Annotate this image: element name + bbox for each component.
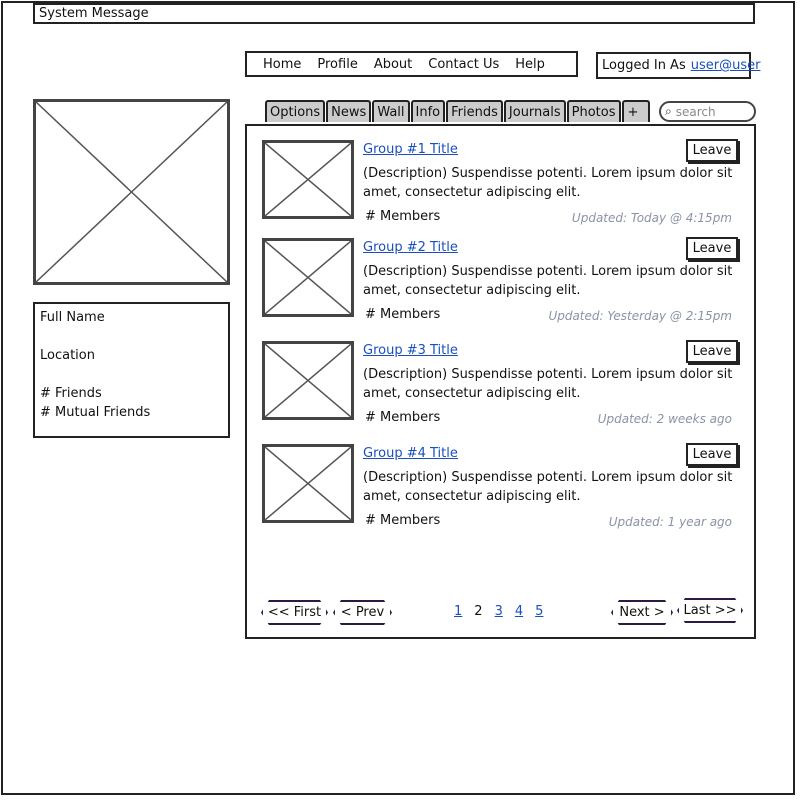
group-item: Group #4 Title (Description) Suspendisse… bbox=[247, 430, 754, 530]
nav-home[interactable]: Home bbox=[263, 56, 302, 72]
tab-info[interactable]: Info bbox=[410, 100, 446, 122]
tab-friends[interactable]: Friends bbox=[446, 100, 503, 122]
group-members-count: # Members bbox=[365, 209, 441, 224]
last-page-button[interactable]: Last >> bbox=[677, 598, 743, 623]
group-item: Group #1 Title (Description) Suspendisse… bbox=[247, 126, 754, 226]
page-link-3[interactable]: 3 bbox=[494, 604, 503, 619]
group-description: (Description) Suspendisse potenti. Lorem… bbox=[363, 367, 733, 401]
groups-panel: Group #1 Title (Description) Suspendisse… bbox=[245, 124, 756, 639]
group-updated: Updated: Yesterday @ 2:15pm bbox=[548, 309, 732, 323]
group-image-placeholder bbox=[262, 238, 354, 317]
profile-friends-count: # Friends bbox=[40, 386, 102, 401]
group-item: Group #2 Title (Description) Suspendisse… bbox=[247, 224, 754, 324]
page-numbers: 1 2 3 4 5 bbox=[454, 604, 555, 619]
tab-add[interactable]: + bbox=[621, 100, 651, 122]
placeholder-x-icon bbox=[265, 143, 351, 216]
placeholder-x-icon bbox=[265, 241, 351, 314]
tab-news[interactable]: News bbox=[326, 100, 372, 122]
page-link-5[interactable]: 5 bbox=[535, 604, 544, 619]
nav-contact-us[interactable]: Contact Us bbox=[428, 56, 500, 72]
prev-page-button[interactable]: < Prev bbox=[333, 600, 392, 625]
tab-options[interactable]: Options bbox=[265, 100, 326, 122]
leave-group-button[interactable]: Leave bbox=[686, 139, 738, 162]
page-current-2: 2 bbox=[474, 604, 483, 619]
system-message: System Message bbox=[33, 3, 755, 24]
group-title-link[interactable]: Group #2 Title bbox=[363, 240, 458, 255]
next-page-button[interactable]: Next > bbox=[611, 600, 673, 625]
profile-tabs: Options News Wall Info Friends Journals … bbox=[265, 100, 651, 124]
nav-help[interactable]: Help bbox=[515, 56, 545, 72]
login-label: Logged In As bbox=[602, 58, 686, 73]
first-page-button[interactable]: << First bbox=[261, 600, 328, 625]
profile-info-box: Full Name Location # Friends # Mutual Fr… bbox=[33, 302, 230, 438]
profile-full-name: Full Name bbox=[40, 310, 105, 325]
login-user-link[interactable]: user@user bbox=[690, 58, 761, 73]
group-title-link[interactable]: Group #4 Title bbox=[363, 446, 458, 461]
leave-group-button[interactable]: Leave bbox=[686, 443, 738, 466]
profile-mutual-friends-count: # Mutual Friends bbox=[40, 405, 151, 420]
group-image-placeholder bbox=[262, 341, 354, 420]
main-nav: Home Profile About Contact Us Help bbox=[245, 51, 578, 77]
nav-about[interactable]: About bbox=[373, 56, 413, 72]
group-item: Group #3 Title (Description) Suspendisse… bbox=[247, 327, 754, 427]
leave-group-button[interactable]: Leave bbox=[686, 340, 738, 363]
group-members-count: # Members bbox=[365, 410, 441, 425]
tab-journals[interactable]: Journals bbox=[503, 100, 566, 122]
placeholder-x-icon bbox=[36, 102, 227, 282]
group-members-count: # Members bbox=[365, 513, 441, 528]
group-updated: Updated: 2 weeks ago bbox=[597, 412, 732, 426]
search-input[interactable]: ⌕ search bbox=[659, 101, 756, 122]
tab-photos[interactable]: Photos bbox=[566, 100, 621, 122]
profile-location: Location bbox=[40, 348, 95, 363]
group-image-placeholder bbox=[262, 444, 354, 523]
group-updated: Updated: Today @ 4:15pm bbox=[571, 211, 732, 225]
group-title-link[interactable]: Group #1 Title bbox=[363, 142, 458, 157]
search-icon: ⌕ bbox=[665, 104, 672, 118]
login-status: Logged In As user@user bbox=[596, 52, 760, 79]
group-title-link[interactable]: Group #3 Title bbox=[363, 343, 458, 358]
group-description: (Description) Suspendisse potenti. Lorem… bbox=[363, 166, 733, 200]
page-link-4[interactable]: 4 bbox=[514, 604, 524, 619]
group-updated: Updated: 1 year ago bbox=[608, 515, 732, 529]
search-placeholder: search bbox=[675, 104, 716, 119]
leave-group-button[interactable]: Leave bbox=[686, 237, 738, 260]
page-link-1[interactable]: 1 bbox=[454, 604, 463, 619]
group-members-count: # Members bbox=[365, 307, 441, 322]
nav-profile[interactable]: Profile bbox=[317, 56, 358, 72]
tab-wall[interactable]: Wall bbox=[372, 100, 410, 122]
placeholder-x-icon bbox=[265, 344, 351, 417]
group-description: (Description) Suspendisse potenti. Lorem… bbox=[363, 470, 733, 504]
profile-photo-placeholder bbox=[33, 99, 230, 285]
group-image-placeholder bbox=[262, 140, 354, 219]
group-description: (Description) Suspendisse potenti. Lorem… bbox=[363, 264, 733, 298]
placeholder-x-icon bbox=[265, 447, 351, 520]
